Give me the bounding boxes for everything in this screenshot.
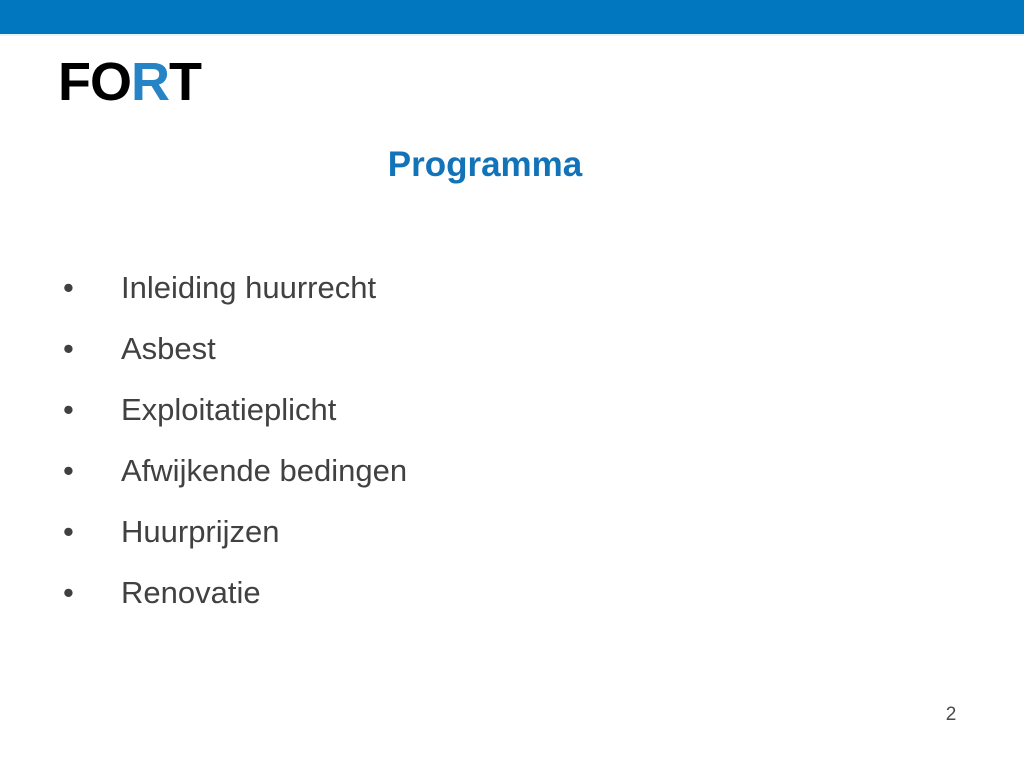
list-item: • Exploitatieplicht — [58, 387, 938, 448]
brand-logo-part-2: R — [131, 52, 170, 112]
list-item: • Asbest — [58, 326, 938, 387]
list-item: • Inleiding huurrecht — [58, 265, 938, 326]
list-item-label: Huurprijzen — [121, 514, 280, 549]
top-accent-bar-underline — [0, 34, 1024, 36]
slide-page-number: 2 — [945, 704, 957, 725]
list-item-label: Exploitatieplicht — [121, 392, 337, 427]
list-item-label: Afwijkende bedingen — [121, 453, 408, 488]
bullet-marker-icon: • — [63, 575, 74, 610]
brand-logo-part-1: FO — [58, 52, 132, 112]
list-item: • Huurprijzen — [58, 509, 938, 570]
brand-logo-part-3: T — [169, 52, 202, 112]
bullet-marker-icon: • — [63, 331, 74, 366]
bullet-marker-icon: • — [63, 514, 74, 549]
bullet-marker-icon: • — [63, 270, 74, 305]
list-item-label: Inleiding huurrecht — [121, 270, 377, 305]
brand-logo: FORT — [58, 52, 202, 112]
list-item-label: Asbest — [121, 331, 216, 366]
slide-title: Programma — [387, 145, 583, 184]
list-item-label: Renovatie — [121, 575, 261, 610]
top-accent-bar — [0, 0, 1024, 34]
bullet-marker-icon: • — [63, 453, 74, 488]
list-item: • Renovatie — [58, 570, 938, 631]
list-item: • Afwijkende bedingen — [58, 448, 938, 509]
agenda-bullet-list: • Inleiding huurrecht • Asbest • Exploit… — [58, 265, 938, 631]
bullet-marker-icon: • — [63, 392, 74, 427]
